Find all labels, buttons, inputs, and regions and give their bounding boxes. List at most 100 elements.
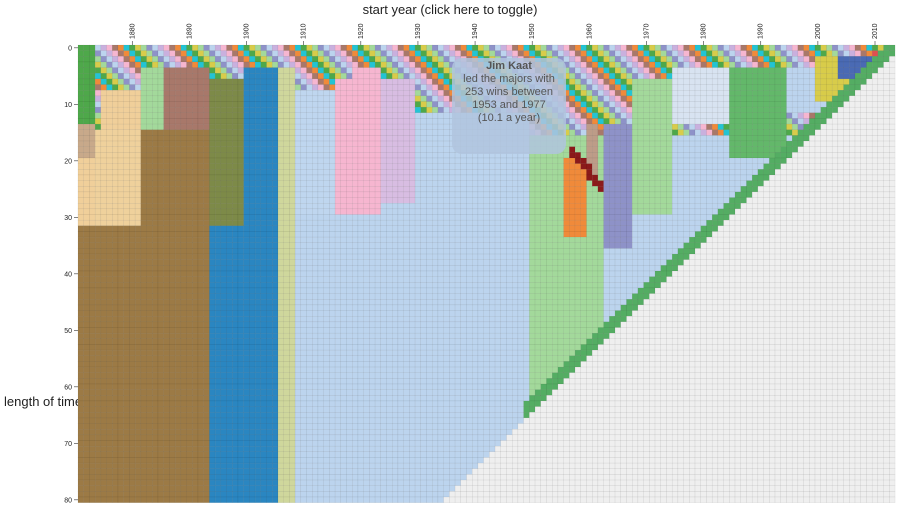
heatmap-cell[interactable] — [134, 327, 142, 334]
heatmap-cell[interactable] — [203, 355, 210, 362]
heatmap-cell[interactable] — [186, 338, 193, 345]
heatmap-cell[interactable] — [220, 457, 227, 464]
heatmap-cell[interactable] — [157, 73, 164, 80]
heatmap-cell[interactable] — [266, 429, 273, 436]
heatmap-cell[interactable] — [232, 157, 239, 164]
heatmap-cell[interactable] — [174, 219, 182, 227]
heatmap-cell[interactable] — [94, 208, 102, 215]
heatmap-cell[interactable] — [380, 84, 387, 91]
heatmap-cell[interactable] — [214, 129, 222, 136]
heatmap-cell[interactable] — [374, 89, 382, 97]
heatmap-cell[interactable] — [306, 248, 313, 255]
heatmap-cell[interactable] — [420, 191, 427, 198]
heatmap-cell[interactable] — [123, 304, 130, 311]
heatmap-cell[interactable] — [254, 378, 262, 385]
heatmap-cell[interactable] — [272, 270, 279, 277]
heatmap-cell[interactable] — [146, 186, 153, 193]
heatmap-cell[interactable] — [112, 146, 119, 153]
heatmap-cell[interactable] — [186, 293, 193, 300]
heatmap-cell[interactable] — [277, 310, 284, 317]
heatmap-cell[interactable] — [152, 287, 159, 294]
heatmap-cell[interactable] — [146, 174, 153, 181]
heatmap-cell[interactable] — [152, 383, 159, 390]
heatmap-cell[interactable] — [220, 406, 227, 413]
heatmap-cell[interactable] — [386, 67, 393, 74]
heatmap-cell[interactable] — [289, 434, 296, 441]
heatmap-cell[interactable] — [209, 412, 216, 419]
heatmap-cell[interactable] — [186, 344, 193, 351]
heatmap-cell[interactable] — [392, 485, 399, 492]
heatmap-cell[interactable] — [243, 191, 250, 198]
heatmap-cell[interactable] — [94, 270, 102, 277]
heatmap-cell[interactable] — [294, 332, 302, 340]
heatmap-cell[interactable] — [140, 491, 147, 498]
heatmap-cell[interactable] — [169, 355, 176, 362]
heatmap-cell[interactable] — [294, 378, 302, 385]
heatmap-cell[interactable] — [146, 496, 153, 503]
heatmap-cell[interactable] — [294, 112, 302, 119]
heatmap-cell[interactable] — [232, 123, 239, 130]
heatmap-cell[interactable] — [197, 451, 204, 458]
heatmap-cell[interactable] — [312, 129, 319, 136]
heatmap-cell[interactable] — [409, 451, 416, 458]
heatmap-cell[interactable] — [134, 197, 142, 204]
heatmap-cell[interactable] — [237, 84, 244, 91]
heatmap-cell[interactable] — [306, 299, 313, 306]
heatmap-cell[interactable] — [266, 440, 273, 447]
heatmap-cell[interactable] — [94, 491, 102, 498]
heatmap-cell[interactable] — [266, 95, 273, 102]
heatmap-cell[interactable] — [403, 491, 410, 498]
heatmap-cell[interactable] — [420, 270, 427, 277]
heatmap-cell[interactable] — [140, 378, 147, 385]
heatmap-cell[interactable] — [409, 112, 416, 119]
heatmap-cell[interactable] — [237, 383, 244, 390]
heatmap-cell[interactable] — [123, 366, 130, 373]
heatmap-cell[interactable] — [323, 208, 330, 215]
heatmap-cell[interactable] — [266, 135, 273, 142]
heatmap-cell[interactable] — [180, 225, 187, 232]
heatmap-cell[interactable] — [409, 395, 416, 402]
heatmap-cell[interactable] — [134, 338, 142, 345]
heatmap-cell[interactable] — [123, 163, 130, 170]
heatmap-cell[interactable] — [380, 378, 387, 385]
heatmap-cell[interactable] — [94, 44, 102, 51]
heatmap-cell[interactable] — [163, 231, 170, 238]
heatmap-cell[interactable] — [123, 282, 130, 289]
heatmap-cell[interactable] — [363, 316, 370, 323]
heatmap-cell[interactable] — [380, 287, 387, 294]
heatmap-cell[interactable] — [186, 383, 193, 390]
heatmap-cell[interactable] — [157, 293, 164, 300]
heatmap-cell[interactable] — [192, 202, 199, 210]
heatmap-cell[interactable] — [226, 276, 233, 283]
heatmap-cell[interactable] — [220, 276, 227, 283]
heatmap-cell[interactable] — [300, 316, 307, 323]
heatmap-cell[interactable] — [112, 316, 119, 323]
heatmap-cell[interactable] — [340, 299, 347, 306]
heatmap-cell[interactable] — [117, 321, 124, 328]
heatmap-cell[interactable] — [140, 395, 147, 402]
heatmap-cell[interactable] — [157, 389, 164, 396]
heatmap-cell[interactable] — [140, 89, 147, 97]
heatmap-cell[interactable] — [94, 395, 102, 402]
heatmap-cell[interactable] — [340, 231, 347, 238]
heatmap-cell[interactable] — [352, 61, 359, 68]
heatmap-cell[interactable] — [180, 287, 187, 294]
heatmap-cell[interactable] — [266, 496, 273, 503]
heatmap-cell[interactable] — [414, 106, 422, 114]
heatmap-cell[interactable] — [112, 73, 119, 80]
heatmap-cell[interactable] — [112, 479, 119, 486]
heatmap-cell[interactable] — [237, 372, 244, 379]
heatmap-cell[interactable] — [403, 327, 410, 334]
heatmap-cell[interactable] — [426, 231, 433, 238]
heatmap-cell[interactable] — [123, 417, 130, 424]
heatmap-cell[interactable] — [300, 56, 307, 63]
heatmap-cell[interactable] — [386, 61, 393, 68]
heatmap-cell[interactable] — [409, 56, 416, 63]
heatmap-cell[interactable] — [266, 73, 273, 80]
heatmap-cell[interactable] — [397, 457, 404, 464]
heatmap-cell[interactable] — [397, 282, 404, 289]
heatmap-cell[interactable] — [232, 445, 239, 453]
heatmap-cell[interactable] — [323, 50, 330, 57]
heatmap-cell[interactable] — [232, 231, 239, 238]
heatmap-cell[interactable] — [266, 462, 273, 470]
